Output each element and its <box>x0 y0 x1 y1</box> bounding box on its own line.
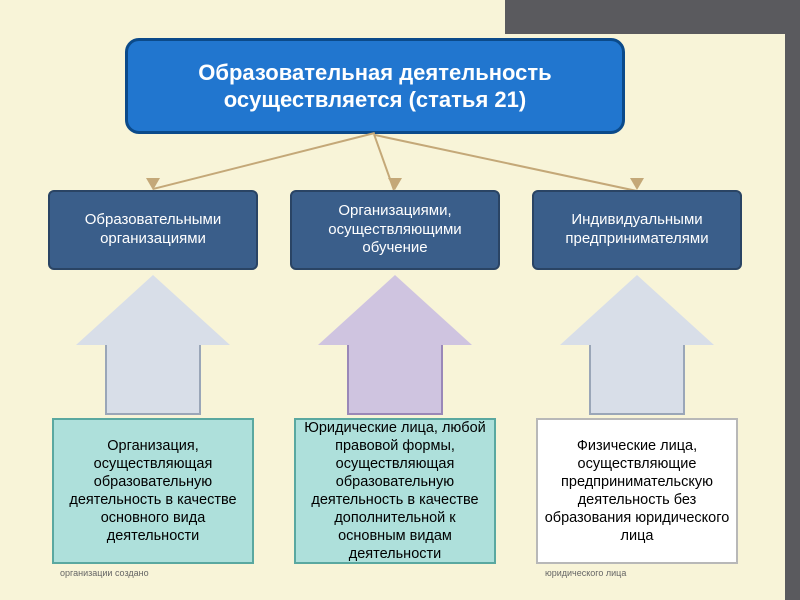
footer-fragment-left: организации создано <box>60 568 149 578</box>
connector-arrowhead <box>146 178 160 190</box>
explanation-box-2: Юридические лица, любой правовой формы, … <box>294 418 496 564</box>
main-title-text: Образовательная деятельность осуществляе… <box>128 59 622 114</box>
child-box-1: Образовательными организациями <box>48 190 258 270</box>
explanation-box-1: Организация, осуществляющая образователь… <box>52 418 254 564</box>
child-box-3: Индивидуальными предпринимателями <box>532 190 742 270</box>
block-arrow-1 <box>75 275 230 415</box>
explanation-box-3: Физические лица, осуществляющие предприн… <box>536 418 738 564</box>
side-strip <box>785 0 800 600</box>
main-title-box: Образовательная деятельность осуществляе… <box>125 38 625 134</box>
block-arrow-2 <box>317 275 472 415</box>
connector-arrowhead <box>388 178 402 190</box>
block-arrow-3 <box>559 275 714 415</box>
connector-arrowhead <box>630 178 644 190</box>
footer-fragment-right: юридического лица <box>545 568 626 578</box>
top-strip <box>505 0 785 34</box>
child-box-2: Организациями, осуществляющими обучение <box>290 190 500 270</box>
